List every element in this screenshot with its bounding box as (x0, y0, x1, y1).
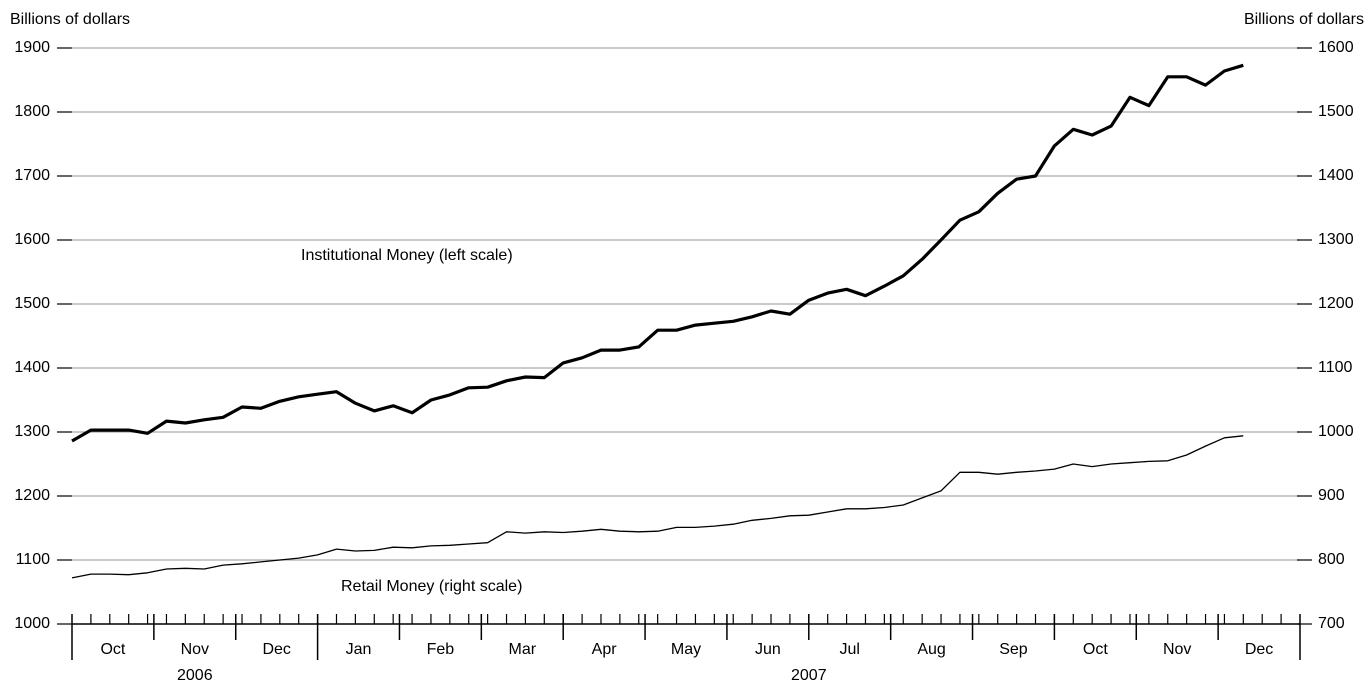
y-tick-label: 1900 (14, 39, 50, 56)
x-tick-label: Jun (755, 641, 781, 658)
y2-tick-label: 700 (1318, 615, 1345, 632)
y2-tick-label: 800 (1318, 551, 1345, 568)
y2-tick-label: 1100 (1318, 359, 1353, 376)
y-tick-label: 1600 (14, 231, 50, 248)
y2-tick-label: 1400 (1318, 167, 1354, 184)
y-tick-label: 1400 (14, 359, 50, 376)
x-tick-label: May (671, 641, 701, 658)
x-tick-label: Dec (1245, 641, 1273, 658)
x-tick-label: Dec (262, 641, 290, 658)
y2-tick-label: 900 (1318, 487, 1345, 504)
x-tick-label: Mar (508, 641, 536, 658)
series-line (71, 435, 1244, 579)
y-tick-label: 1000 (14, 615, 50, 632)
y-tick-label: 1300 (14, 423, 50, 440)
y-tick-label: 1800 (14, 103, 50, 120)
y2-axis-title: Billions of dollars (1244, 11, 1364, 28)
series-label: Retail Money (right scale) (341, 578, 522, 595)
y2-tick-label: 1600 (1318, 39, 1354, 56)
series-label: Institutional Money (left scale) (301, 247, 513, 264)
x-tick-label: Sep (999, 641, 1028, 658)
y-tick-label: 1100 (16, 551, 51, 568)
series-line (71, 63, 1244, 443)
year-label: 2007 (791, 667, 827, 684)
y2-tick-label: 1200 (1318, 295, 1354, 312)
y-tick-label: 1500 (14, 295, 50, 312)
x-tick-label: Oct (1083, 641, 1108, 658)
x-tick-label: Jan (346, 641, 372, 658)
x-tick-label: Oct (100, 641, 125, 658)
x-tick-label: Aug (917, 641, 945, 658)
x-tick-label: Nov (1163, 641, 1191, 658)
y2-tick-label: 1500 (1318, 103, 1354, 120)
x-tick-label: Apr (592, 641, 618, 658)
y2-tick-label: 1300 (1318, 231, 1354, 248)
y-tick-label: 1200 (14, 487, 50, 504)
y2-tick-label: 1000 (1318, 423, 1354, 440)
x-tick-label: Nov (181, 641, 209, 658)
x-tick-label: Jul (840, 641, 860, 658)
y-axis-title: Billions of dollars (10, 11, 130, 28)
y-tick-label: 1700 (14, 167, 50, 184)
x-tick-label: Feb (427, 641, 455, 658)
year-label: 2006 (177, 667, 213, 684)
